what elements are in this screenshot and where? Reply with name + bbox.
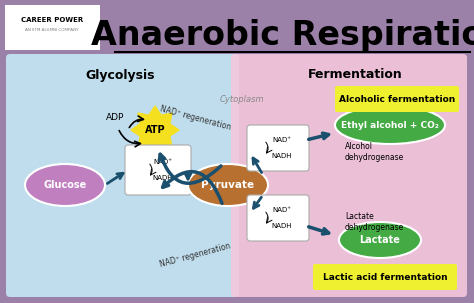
Text: ADP: ADP — [106, 114, 124, 122]
Text: NAD⁺: NAD⁺ — [154, 159, 173, 165]
Text: AN IITM ALUMNI COMPANY: AN IITM ALUMNI COMPANY — [25, 28, 79, 32]
Text: Glucose: Glucose — [44, 180, 87, 190]
Ellipse shape — [188, 164, 268, 206]
Text: NAD⁺ regeneration: NAD⁺ regeneration — [159, 104, 231, 132]
FancyBboxPatch shape — [5, 5, 100, 50]
Ellipse shape — [25, 164, 105, 206]
Text: NADH: NADH — [272, 223, 292, 229]
FancyBboxPatch shape — [6, 54, 239, 297]
Text: Ethyl alcohol + CO₂: Ethyl alcohol + CO₂ — [341, 121, 439, 129]
Text: Lactic acid fermentation: Lactic acid fermentation — [323, 272, 447, 281]
FancyBboxPatch shape — [335, 86, 459, 112]
Text: NADH: NADH — [153, 175, 173, 181]
Text: NAD⁺: NAD⁺ — [273, 207, 292, 213]
FancyBboxPatch shape — [231, 54, 467, 297]
Text: NADH: NADH — [272, 153, 292, 159]
Text: NAD⁺ regeneration: NAD⁺ regeneration — [159, 241, 231, 269]
Text: Alcoholic fermentation: Alcoholic fermentation — [339, 95, 455, 104]
Text: CAREER POWER: CAREER POWER — [21, 17, 83, 23]
Text: Lactate
dehydrogenase: Lactate dehydrogenase — [345, 212, 404, 232]
Text: ATP: ATP — [145, 125, 165, 135]
Text: Fermentation: Fermentation — [308, 68, 402, 82]
FancyBboxPatch shape — [313, 264, 457, 290]
Text: NAD⁺: NAD⁺ — [273, 137, 292, 143]
Text: Lactate: Lactate — [360, 235, 401, 245]
FancyBboxPatch shape — [247, 125, 309, 171]
Text: Cytoplasm: Cytoplasm — [219, 95, 264, 105]
Ellipse shape — [335, 106, 445, 144]
Polygon shape — [131, 106, 179, 154]
Text: Pyruvate: Pyruvate — [201, 180, 255, 190]
Text: Anaerobic Respiration: Anaerobic Respiration — [91, 18, 474, 52]
FancyBboxPatch shape — [247, 195, 309, 241]
Ellipse shape — [339, 222, 421, 258]
FancyBboxPatch shape — [125, 145, 191, 195]
Text: Alcohol
dehydrogenase: Alcohol dehydrogenase — [345, 142, 404, 162]
Text: Glycolysis: Glycolysis — [85, 68, 155, 82]
